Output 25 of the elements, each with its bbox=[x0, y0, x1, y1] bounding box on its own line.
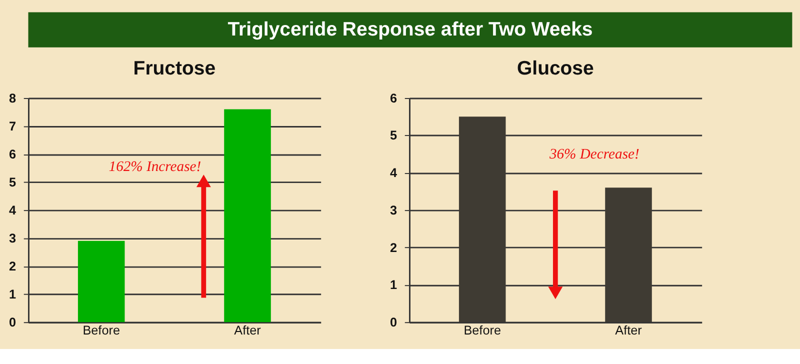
y-tick-label: 5 bbox=[390, 128, 398, 143]
x-tick-label: Before bbox=[464, 323, 501, 338]
y-tick-label: 2 bbox=[390, 240, 398, 255]
y-tick-label: 8 bbox=[9, 91, 16, 106]
annotation: 36% Decrease! bbox=[548, 146, 640, 162]
y-tick-label: 1 bbox=[9, 287, 16, 302]
y-tick-label: 3 bbox=[9, 231, 16, 246]
x-tick-label: After bbox=[615, 323, 642, 338]
y-tick-label: 4 bbox=[9, 203, 16, 218]
chart-title: Glucose bbox=[517, 58, 594, 80]
y-tick-label: 4 bbox=[390, 166, 398, 180]
annotation: 162% Increase! bbox=[108, 159, 202, 176]
y-tick-label: 3 bbox=[390, 203, 398, 218]
y-tick-label: 2 bbox=[9, 259, 16, 274]
chart-title: Fructose bbox=[133, 58, 216, 80]
y-tick-label: 7 bbox=[9, 119, 16, 134]
x-tick-label: After bbox=[234, 323, 261, 338]
x-tick-label: Before bbox=[82, 323, 120, 338]
y-tick-label: 0 bbox=[9, 316, 16, 330]
y-tick-label: 6 bbox=[9, 147, 16, 162]
y-tick-label: 0 bbox=[390, 316, 398, 330]
text: Triglyceride Response after Two Weeks bbox=[228, 18, 593, 41]
y-tick-label: 6 bbox=[390, 91, 398, 106]
y-tick-label: 1 bbox=[390, 278, 398, 292]
y-tick-label: 5 bbox=[9, 175, 16, 190]
